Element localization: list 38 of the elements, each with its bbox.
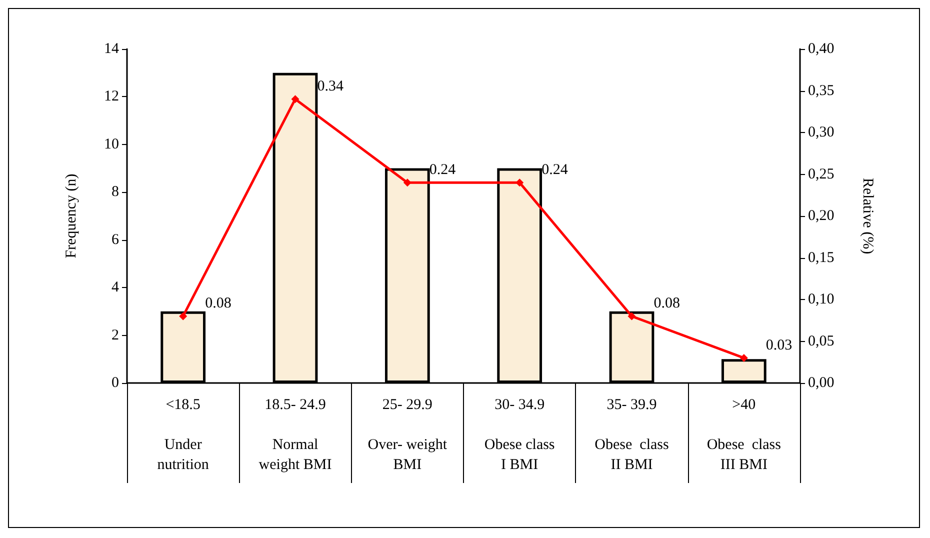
y-tick-label: 8	[112, 184, 119, 200]
data-label: 0.24	[542, 162, 568, 178]
y2-tick-label: 0,15	[808, 250, 834, 266]
bar	[160, 311, 206, 383]
bar	[384, 168, 430, 383]
y2-tick-label: 0,00	[808, 375, 834, 391]
y2-tick-label: 0,30	[808, 124, 834, 140]
point	[516, 178, 524, 187]
bar	[497, 168, 542, 383]
y-tick-label: 2	[112, 327, 119, 344]
point	[179, 312, 188, 320]
y2-axis-title: Relative (%)	[860, 178, 876, 254]
data-label: 0.03	[766, 337, 792, 354]
point	[628, 312, 636, 320]
y2-tick-label: 0,10	[808, 292, 834, 308]
y2-tick-label: 0,25	[808, 166, 834, 182]
point	[403, 178, 412, 187]
y-tick-label: 14	[104, 41, 120, 57]
bar	[609, 311, 654, 383]
data-label: 0.08	[205, 296, 232, 312]
y-tick-label: 4	[112, 280, 120, 296]
data-label: 0.24	[429, 162, 456, 178]
y-tick-label: 10	[104, 136, 119, 152]
y-tick-label: 6	[112, 232, 120, 248]
bar	[721, 359, 766, 383]
y2-tick-label: 0,35	[808, 82, 834, 99]
data-label: 0.08	[654, 296, 680, 312]
y2-tick-label: 0,40	[808, 41, 834, 57]
frame: Frequency (n) Relative (%) 0 2 4 6 8 10 12 14 0,00 0,05 0,10 0,15 0,20 0,25 0,30 0,35 0,40 <18.5 Under nutrition 18.5- 24.9 Normal weight BMI 25- 29.9 Over- weight BMI 30- 34.9 Obese class I BMI 35- 39.9 Obese class II BMI >40 Obese class III BMI 0.08 0.34 0.24 0.24 0.08 0.03	[8, 8, 920, 528]
y2-tick-label: 0,05	[808, 333, 834, 350]
data-label: 0.34	[317, 78, 344, 95]
y-tick-label: 12	[104, 88, 119, 105]
bar	[272, 72, 318, 383]
y-axis-title: Frequency (n)	[64, 174, 80, 258]
point	[740, 354, 748, 362]
point	[291, 95, 300, 104]
y2-tick-label: 0,20	[808, 208, 834, 224]
y-tick-label: 0	[112, 375, 119, 391]
